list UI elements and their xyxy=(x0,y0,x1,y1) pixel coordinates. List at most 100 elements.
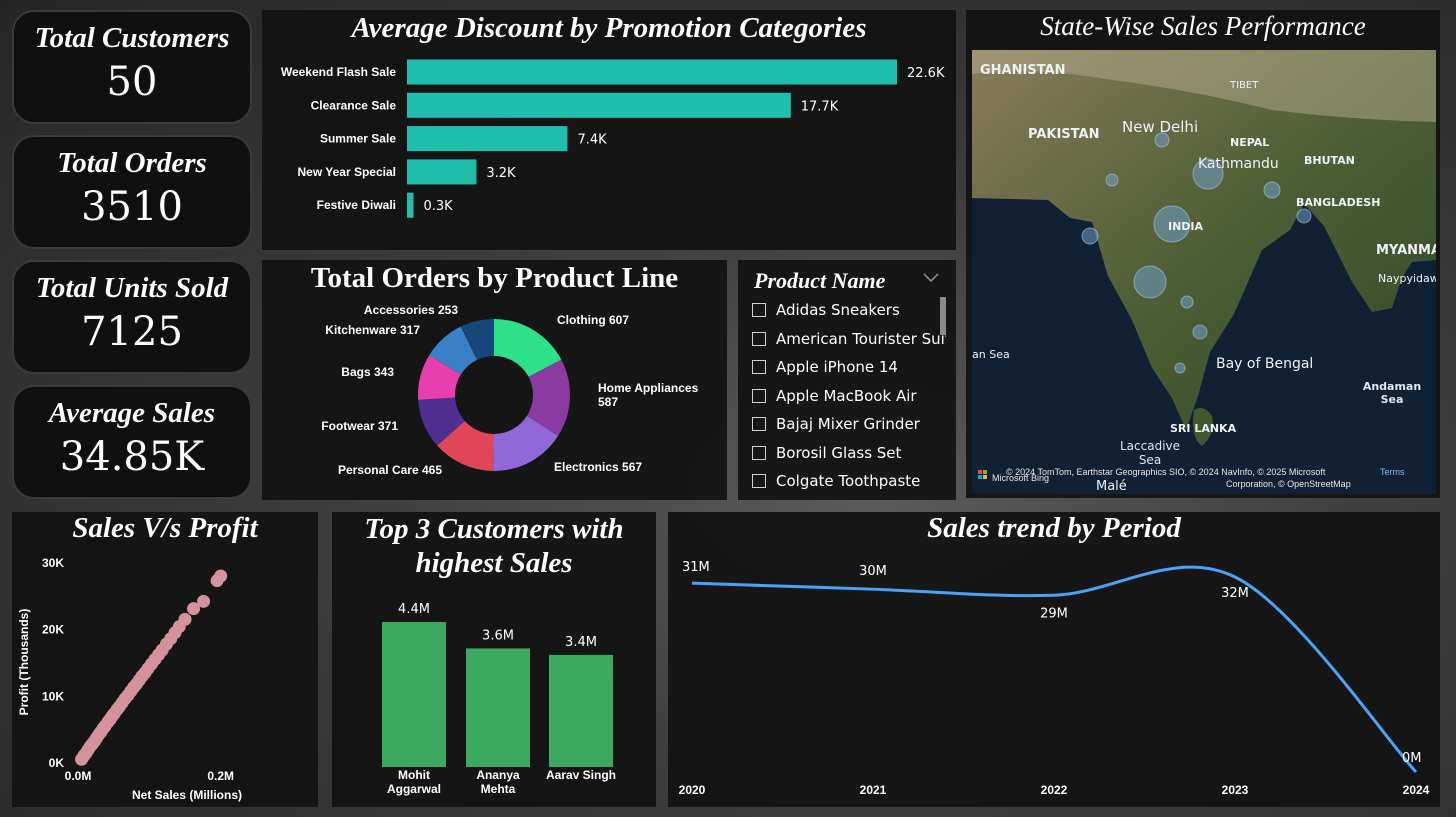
slice-label: Bags 343 xyxy=(341,365,394,379)
slice-label: Home Appliances 587 xyxy=(598,381,699,409)
map-place-label: SRI LANKA xyxy=(1170,422,1237,435)
slicer-item[interactable]: Apple MacBook Air xyxy=(752,382,946,411)
slicer-scrollbar[interactable] xyxy=(940,297,946,335)
map-place-label: NEPAL xyxy=(1230,136,1269,149)
product-slicer: Product Name Adidas Sneakers American Tou… xyxy=(738,260,956,500)
customers-title: Top 3 Customers with highest Sales xyxy=(364,513,624,579)
map-place-label: GHANISTAN xyxy=(980,63,1066,78)
map-place-label: TIBET xyxy=(1229,80,1259,91)
map-place-label: Malé xyxy=(1096,479,1127,494)
x-tick-label: 0.0M xyxy=(65,769,92,783)
checkbox[interactable] xyxy=(752,445,766,460)
slice-label: Electronics 567 xyxy=(554,460,642,474)
checkbox[interactable] xyxy=(752,331,766,346)
y-tick-label: 20K xyxy=(42,623,64,637)
donut-slice xyxy=(429,326,477,375)
x-tick-label: 0.2M xyxy=(207,769,234,783)
map-sri-lanka xyxy=(1193,408,1213,446)
category-label: Clearance Sale xyxy=(311,98,397,112)
slicer-item-label: Apple iPhone 14 xyxy=(776,358,898,377)
data-label: 30M xyxy=(859,564,887,579)
map-terms-link[interactable]: Terms xyxy=(1380,467,1405,477)
checkbox[interactable] xyxy=(752,303,766,318)
scatter-point xyxy=(187,602,201,616)
checkbox[interactable] xyxy=(752,360,766,375)
product-line-title: Total Orders by Product Line xyxy=(310,262,679,294)
slicer-item[interactable]: Borosil Glass Set xyxy=(752,439,946,468)
category-label: Ananya Mehta xyxy=(476,768,520,796)
discount-chart-panel: Average Discount by Promotion Categories… xyxy=(262,10,956,250)
data-label: 17.7K xyxy=(801,99,839,114)
data-label: 4.4M xyxy=(398,602,430,617)
scatter-title: Sales V/s Profit xyxy=(72,512,258,544)
bar xyxy=(407,59,897,85)
sales-map[interactable]: GHANISTAN TIBET PAKISTAN New Delhi NEPAL Kath… xyxy=(972,50,1436,494)
map-bubble xyxy=(1105,173,1119,187)
map-land xyxy=(972,50,1436,430)
checkbox[interactable] xyxy=(752,417,766,432)
checkbox[interactable] xyxy=(752,388,766,403)
map-bubble xyxy=(1154,132,1170,148)
y-axis-label: Profit (Thousands) xyxy=(17,609,31,716)
microsoft-logo-icon xyxy=(978,475,982,479)
slicer-item-label: American Tourister Suit... xyxy=(776,329,946,348)
microsoft-logo-icon xyxy=(983,470,987,474)
donut-slice xyxy=(437,420,494,471)
bar xyxy=(549,654,613,767)
x-tick-label: 2023 xyxy=(1222,783,1249,797)
map-bubble xyxy=(1153,205,1191,243)
slicer-item[interactable]: Bajaj Mixer Grinder xyxy=(752,410,946,439)
x-tick-label: 2024 xyxy=(1403,783,1430,797)
trend-panel: Sales trend by Period 31M 30M 29M 32M 0M 2020… xyxy=(668,512,1440,807)
data-label: 22.6K xyxy=(907,66,945,81)
map-himalaya xyxy=(972,50,1436,122)
bar xyxy=(407,159,477,185)
map-place-label: Laccadive Sea xyxy=(1120,439,1180,467)
customers-chart: 4.4M Mohit Aggarwal 3.6M Ananya Mehta 3.4M Aara… xyxy=(382,602,616,796)
map-place-label: Bay of Bengal xyxy=(1216,356,1313,372)
map-place-label: New Delhi xyxy=(1122,118,1198,136)
category-label: Festive Diwali xyxy=(317,198,396,212)
bar xyxy=(382,622,446,767)
data-label: 3.4M xyxy=(565,635,597,650)
y-tick-label: 10K xyxy=(42,689,64,703)
map-bubble xyxy=(1133,265,1167,299)
kpi-value: 7125 xyxy=(81,309,183,355)
x-tick-label: 2022 xyxy=(1041,783,1068,797)
data-label: 0M xyxy=(1402,751,1422,766)
slicer-item[interactable]: Colgate Toothpaste xyxy=(752,467,946,496)
scatter-panel: Sales V/s Profit 0K 10K 20K 30K 0.0M 0.2M Net … xyxy=(12,512,318,807)
kpi-title: Average Sales xyxy=(48,397,216,429)
map-panel: State-Wise Sales Performance GHANISTAN TI… xyxy=(966,10,1440,498)
slicer-item[interactable]: Adidas Sneakers xyxy=(752,296,946,325)
slicer-item[interactable]: Apple iPhone 14 xyxy=(752,353,946,382)
map-place-label: Andaman Sea xyxy=(1363,380,1421,406)
trend-title: Sales trend by Period xyxy=(927,512,1181,544)
map-place-label: MYANMA xyxy=(1376,243,1436,258)
product-line-chart: Clothing 607 Home Appliances 587 Electronic… xyxy=(321,303,699,477)
slice-label: Personal Care 465 xyxy=(338,463,442,477)
scatter-point xyxy=(214,569,228,583)
discount-chart-title: Average Discount by Promotion Categories xyxy=(351,12,867,44)
product-line-panel: Total Orders by Product Line Clothing 60… xyxy=(262,260,727,500)
bar xyxy=(466,648,530,767)
kpi-total-orders: Total Orders 3510 xyxy=(12,135,252,249)
kpi-total-customers: Total Customers 50 xyxy=(12,10,252,124)
category-label: New Year Special xyxy=(297,165,396,179)
slicer-item[interactable]: American Tourister Suit... xyxy=(752,325,946,354)
checkbox[interactable] xyxy=(752,474,766,489)
category-label: Weekend Flash Sale xyxy=(281,65,396,79)
map-bubble xyxy=(1081,227,1099,245)
slice-label: Accessories 253 xyxy=(364,303,458,317)
map-bubble xyxy=(1296,208,1312,224)
slicer-item-label: Colgate Toothpaste xyxy=(776,472,921,491)
map-bubble xyxy=(1174,362,1186,374)
scatter-point xyxy=(178,612,192,626)
kpi-total-units-sold: Total Units Sold 7125 xyxy=(12,260,252,374)
chevron-down-icon[interactable] xyxy=(922,272,940,284)
slicer-item-label: Apple MacBook Air xyxy=(776,386,917,405)
trend-chart: 31M 30M 29M 32M 0M 2020 2021 2022 2023 2024 xyxy=(679,560,1430,797)
map-title: State-Wise Sales Performance xyxy=(1040,11,1366,41)
donut-slice xyxy=(494,319,562,377)
data-label: 7.4K xyxy=(577,133,607,148)
